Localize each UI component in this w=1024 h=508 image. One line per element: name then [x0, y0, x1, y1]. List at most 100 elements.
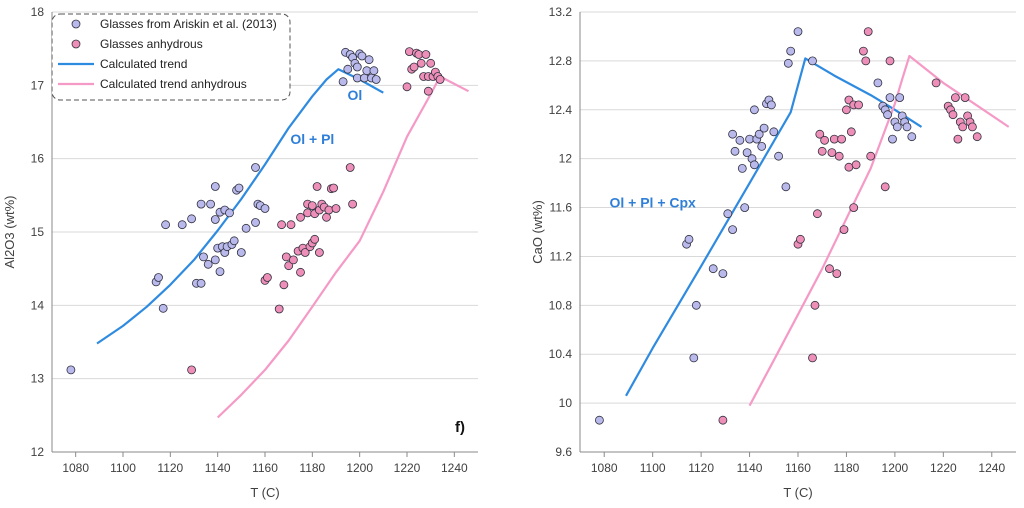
glasses-anhydrous-point — [300, 248, 310, 257]
glasses-anhydrous-point — [402, 82, 412, 92]
glasses-anhydrous-point — [286, 220, 296, 230]
glasses-anhydrous-point — [810, 300, 820, 310]
glasses-ariskin-point — [902, 122, 912, 132]
glasses-ariskin-point — [873, 78, 883, 88]
glasses-ariskin-point — [196, 278, 206, 288]
x-axis-label: T (C) — [783, 485, 812, 500]
glasses-ariskin-point — [745, 134, 754, 144]
glasses-anhydrous-point — [829, 134, 839, 144]
glasses-ariskin-point — [718, 269, 728, 279]
x-tick-label: 1220 — [930, 461, 957, 475]
glasses-anhydrous-point — [863, 27, 873, 37]
glasses-anhydrous-point — [844, 162, 854, 172]
y-tick-label: 10.4 — [549, 347, 573, 361]
glasses-anhydrous-point — [718, 415, 728, 425]
glasses-ariskin-point — [895, 93, 905, 102]
glasses-anhydrous-point — [880, 182, 890, 192]
glasses-ariskin-point — [735, 135, 745, 145]
x-tick-label: 1120 — [688, 461, 714, 475]
glasses-anhydrous-point — [345, 163, 355, 172]
glasses-ariskin-point — [723, 209, 733, 219]
x-tick-label: 1080 — [591, 461, 618, 475]
legend-label: Calculated trend anhydrous — [100, 77, 247, 91]
glasses-ariskin-point — [730, 146, 740, 156]
glasses-ariskin-point — [177, 220, 187, 230]
legend: Glasses from Ariskin et al. (2013) Glasse… — [51, 13, 291, 101]
glasses-anhydrous-point — [861, 56, 871, 66]
x-tick-label: 1140 — [737, 461, 763, 475]
x-tick-label: 1120 — [157, 461, 183, 475]
y-tick-label: 12.8 — [549, 54, 573, 68]
glasses-anhydrous-point — [885, 56, 895, 66]
glasses-ariskin-point — [786, 46, 796, 56]
x-tick-label: 1160 — [252, 461, 278, 475]
glasses-anhydrous-point — [310, 234, 320, 244]
glasses-anhydrous-point — [866, 151, 876, 161]
y-axis-label: Al2O3 (wt%) — [2, 196, 17, 269]
glasses-ariskin-point — [885, 93, 895, 102]
glasses-ariskin-point — [754, 129, 764, 139]
x-tick-label: 1220 — [394, 461, 421, 475]
glasses-anhydrous-point — [348, 199, 358, 209]
glasses-anhydrous-point — [307, 201, 317, 211]
glasses-anhydrous-point — [958, 122, 968, 132]
glasses-ariskin-point — [888, 134, 897, 144]
calculated-trend-anhydrous-line — [216, 75, 470, 419]
glasses-ariskin-point — [343, 64, 353, 74]
y-tick-label: 14 — [31, 298, 45, 312]
y-tick-label: 12 — [559, 152, 573, 166]
glasses-ariskin-point — [757, 141, 767, 151]
glasses-ariskin-point — [161, 220, 171, 230]
glasses-anhydrous-point — [972, 132, 982, 142]
glasses-anhydrous-point — [968, 122, 977, 132]
glasses-anhydrous-point — [322, 212, 331, 222]
glasses-ariskin-point — [728, 225, 737, 235]
glasses-ariskin-point — [767, 100, 776, 110]
glasses-anhydrous-point — [813, 209, 822, 219]
glasses-anhydrous-point — [404, 47, 414, 56]
glasses-ariskin-point — [759, 123, 769, 133]
x-tick-label: 1240 — [441, 461, 468, 475]
glasses-ariskin-point — [737, 163, 747, 173]
glasses-anhydrous-point — [331, 204, 341, 213]
x-tick-label: 1200 — [346, 461, 373, 475]
y-tick-label: 17 — [31, 78, 45, 92]
glasses-anhydrous-point — [820, 135, 829, 145]
glasses-ariskin-point — [206, 199, 216, 209]
glasses-ariskin-point — [774, 151, 783, 161]
glasses-ariskin-point — [352, 62, 362, 72]
glasses-ariskin-point — [229, 236, 239, 246]
glasses-anhydrous-point — [314, 248, 324, 257]
glasses-ariskin-point — [708, 264, 718, 274]
y-tick-label: 10 — [559, 396, 573, 410]
legend-label: Calculated trend — [100, 57, 187, 71]
x-axis-label: T (C) — [250, 485, 279, 500]
glasses-anhydrous-point — [832, 269, 842, 279]
glasses-ariskin-point — [684, 234, 694, 244]
glasses-anhydrous-point — [288, 255, 298, 265]
glasses-ariskin-point — [783, 58, 793, 68]
glasses-anhydrous-point — [948, 110, 958, 120]
y-tick-label: 11.2 — [550, 249, 573, 263]
glasses-ariskin-point — [883, 110, 892, 120]
glasses-anhydrous-point — [834, 151, 844, 161]
glasses-ariskin-point — [187, 214, 197, 224]
glasses-ariskin-point — [210, 215, 220, 224]
glasses-anhydrous-point — [296, 212, 305, 222]
region-annotation: Ol + Pl — [290, 131, 334, 147]
glasses-ariskin-point — [158, 303, 168, 313]
panel-label: f) — [455, 419, 465, 436]
glasses-anhydrous-point — [421, 50, 431, 59]
x-tick-label: 1240 — [978, 461, 1005, 475]
glasses-ariskin-point — [234, 183, 244, 193]
x-tick-label: 1200 — [882, 461, 909, 475]
y-tick-label: 9.6 — [555, 445, 572, 459]
y-axis-label: CaO (wt%) — [530, 200, 545, 264]
glasses-ariskin-point — [241, 223, 251, 233]
glasses-ariskin-point — [750, 160, 759, 170]
glasses-anhydrous-point — [262, 273, 272, 282]
glasses-anhydrous-point — [274, 304, 284, 314]
glasses-ariskin-point — [892, 122, 902, 132]
glasses-ariskin-point — [769, 127, 779, 137]
glasses-ariskin-point — [210, 182, 220, 191]
